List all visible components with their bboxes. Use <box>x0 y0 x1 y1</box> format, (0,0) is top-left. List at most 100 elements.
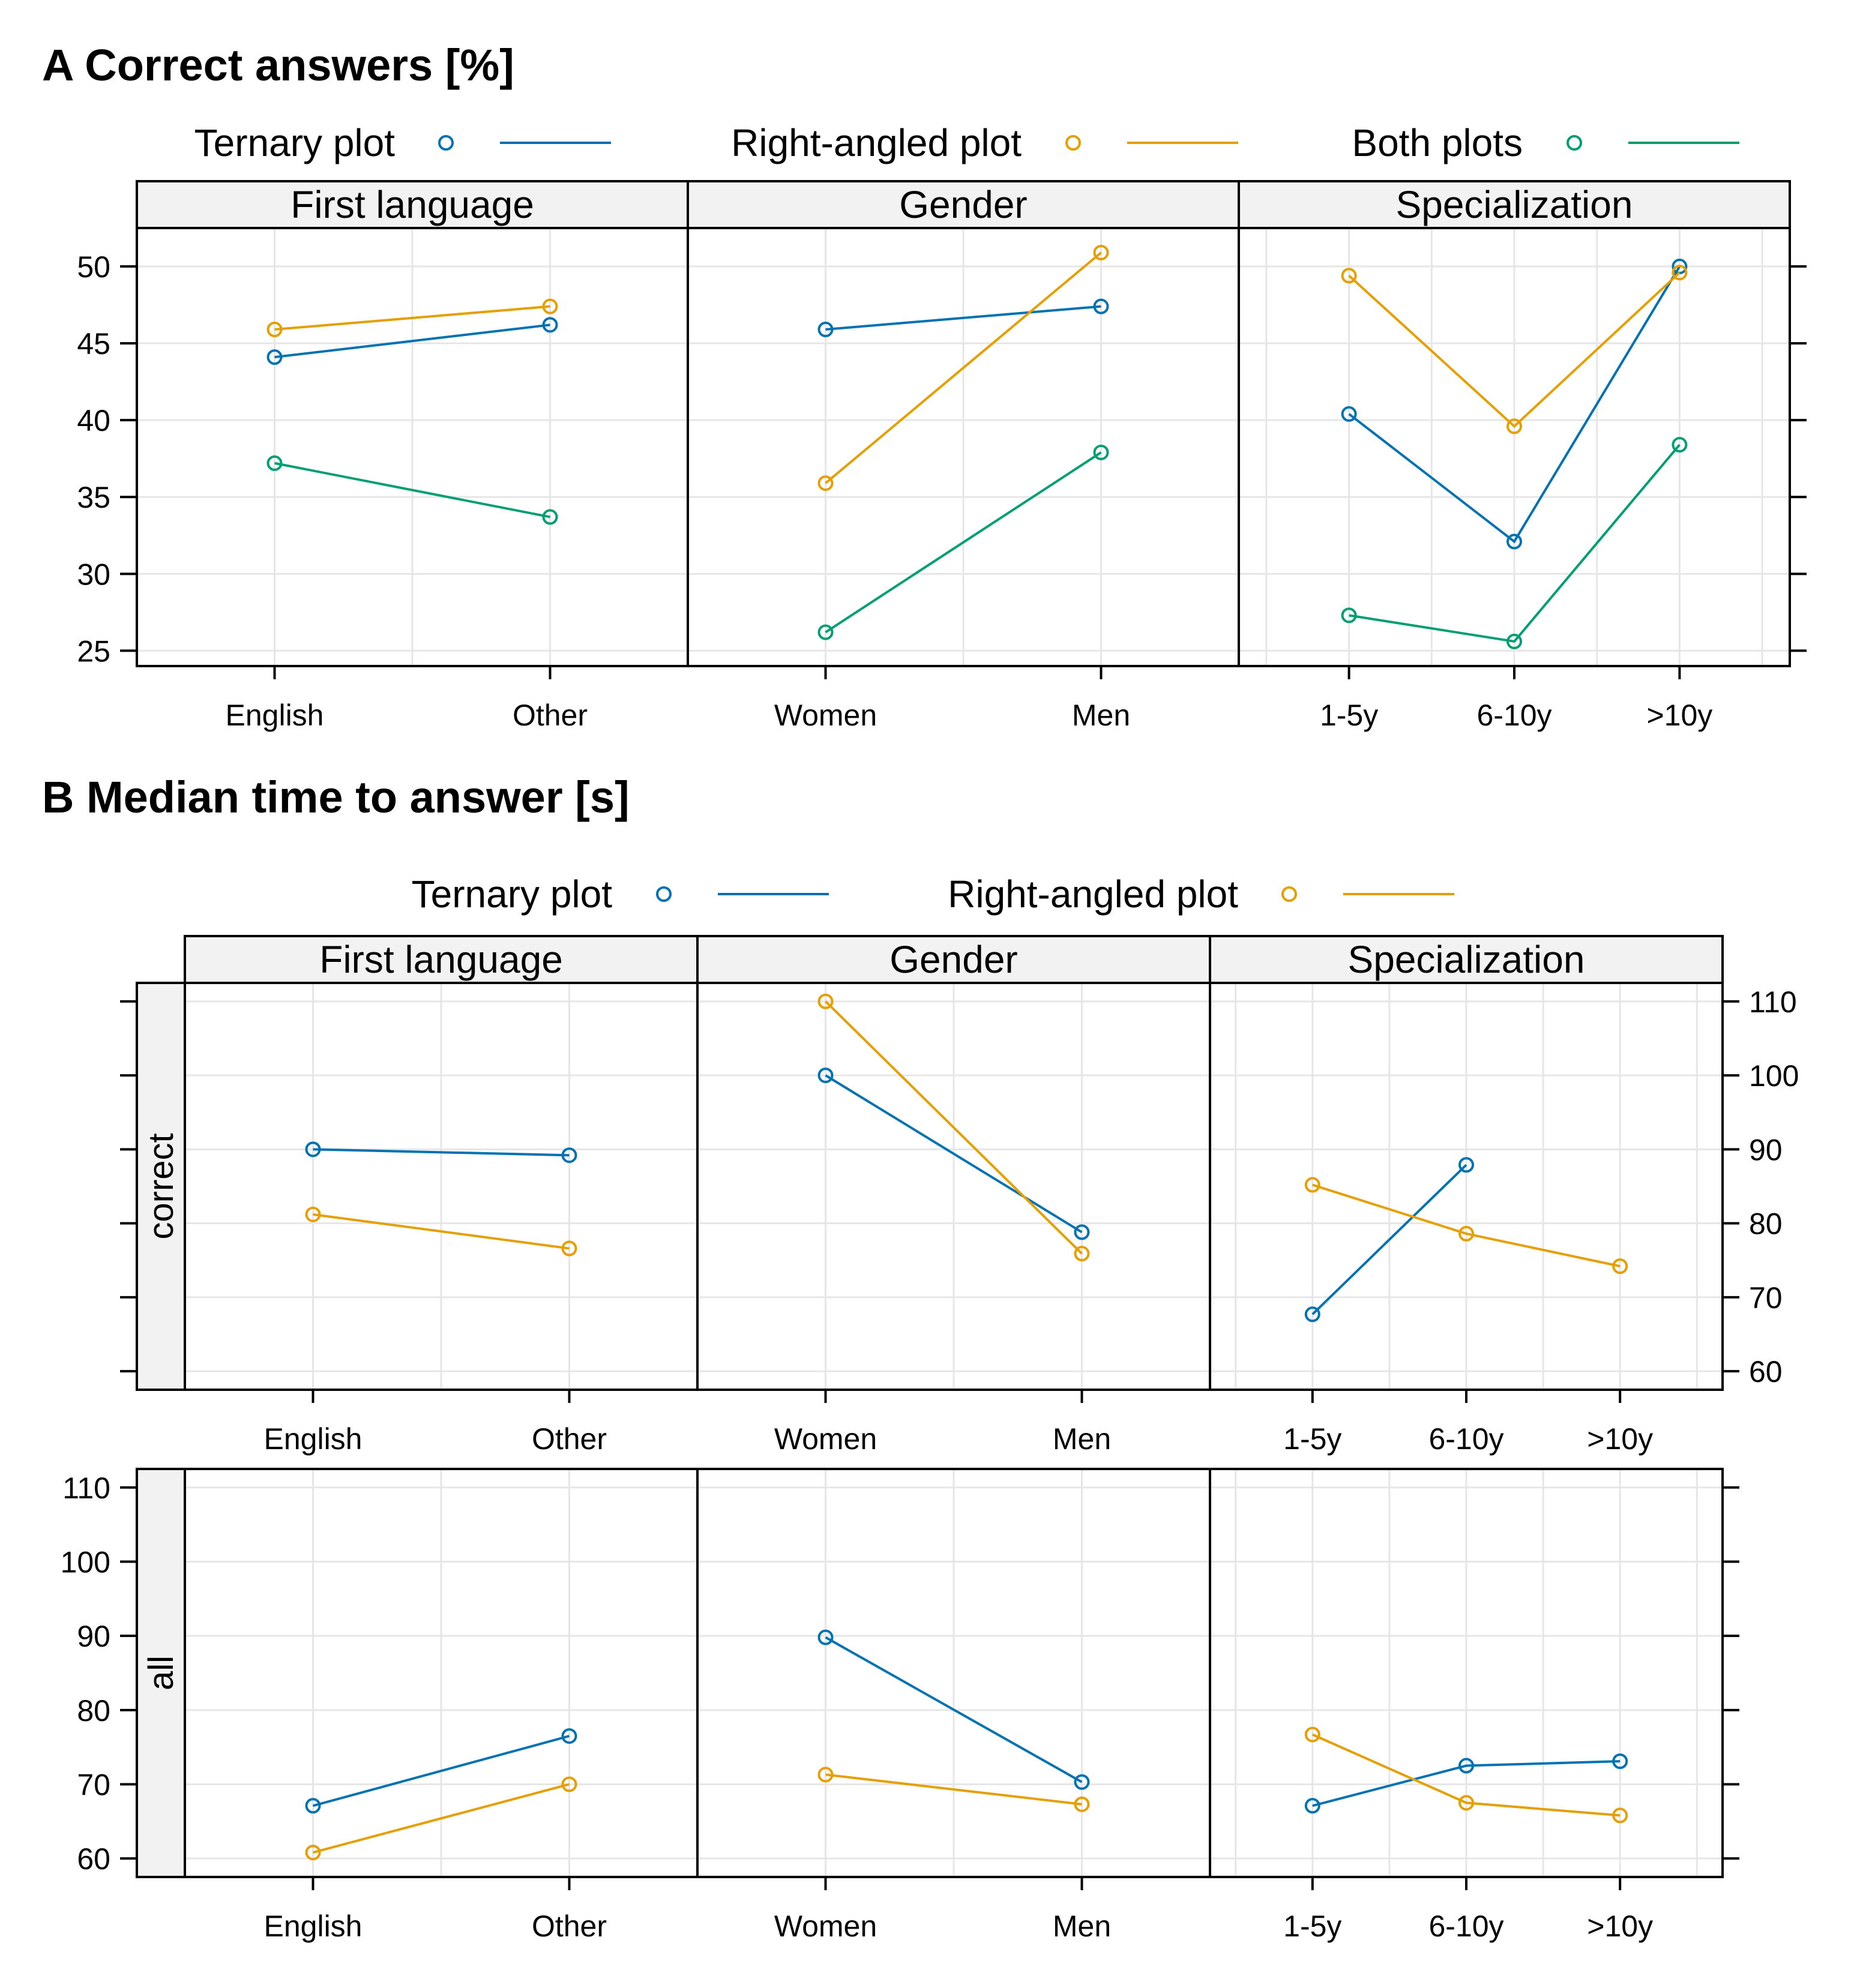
data-point-ternary-plot-specialization <box>1458 1758 1474 1774</box>
y-tick-label: 40 <box>77 404 110 437</box>
data-point-right-angled-plot-specialization <box>1341 268 1357 284</box>
series-line-right-angled-plot-specialization <box>1348 271 1681 428</box>
strip-label-gender: Gender <box>889 938 1017 981</box>
y-tick-label: 110 <box>1749 985 1797 1019</box>
legend-marker-ternary-plot <box>438 135 454 151</box>
series-line-ternary-plot-gender <box>825 1074 1083 1234</box>
x-tick-label-women: Women <box>774 1422 877 1456</box>
x-tick-label-1-5y: 1-5y <box>1320 698 1378 732</box>
data-point-ternary-plot-gender <box>817 1629 834 1645</box>
x-tick-label-6-10y: 6-10y <box>1428 1909 1503 1943</box>
data-point-ternary-plot-gender <box>1074 1774 1090 1790</box>
data-point-ternary-plot-specialization <box>1612 1753 1628 1770</box>
data-point-both-plots-specialization <box>1341 607 1357 623</box>
x-tick-label-other: Other <box>532 1422 607 1456</box>
y-tick-label: 100 <box>1749 1059 1799 1093</box>
chart-b-title: B Median time to answer [s] <box>42 772 630 822</box>
strip-label-gender: Gender <box>899 183 1027 226</box>
x-tick-label-1-5y: 1-5y <box>1283 1422 1341 1456</box>
chart-b-legend: Ternary plot Right-angled plot <box>412 872 1454 916</box>
data-point-right-angled-plot-specialization <box>1612 1807 1628 1824</box>
series-line-ternary-plot-first-language <box>313 1148 570 1157</box>
data-point-right-angled-plot-gender <box>1093 244 1109 260</box>
data-point-right-angled-plot-first-language <box>266 322 283 338</box>
series-line-right-angled-plot-gender <box>825 251 1102 484</box>
x-tick-label-men: Men <box>1053 1909 1111 1943</box>
data-point-ternary-plot-gender <box>1093 298 1109 314</box>
x-tick-label-10y: >10y <box>1587 1422 1653 1456</box>
x-tick-label-10y: >10y <box>1587 1909 1653 1943</box>
data-point-ternary-plot-specialization <box>1458 1157 1474 1173</box>
series-line-right-angled-plot-specialization <box>1312 1183 1621 1268</box>
strip-specialization <box>1238 180 1791 229</box>
data-point-right-angled-plot-specialization <box>1458 1225 1474 1242</box>
data-point-right-angled-plot-first-language <box>542 298 558 314</box>
legend-label-right-angled-plot: Right-angled plot <box>948 872 1238 916</box>
data-point-both-plots-gender <box>1093 444 1109 460</box>
strip-label-specialization: Specialization <box>1396 183 1633 226</box>
chart-b-plot: English Other First language Women Men Gender… <box>61 935 1799 1943</box>
series-line-right-angled-plot-gender <box>825 1000 1083 1255</box>
chart-a-plot: English Other First language Women Men Gender… <box>77 180 1807 732</box>
x-tick-label-english: English <box>226 698 324 732</box>
y-tick-label: 50 <box>77 250 110 284</box>
series-line-right-angled-plot-gender <box>825 1773 1082 1806</box>
y-tick-label: 90 <box>77 1620 110 1653</box>
x-tick-label-english: English <box>264 1422 363 1456</box>
data-point-right-angled-plot-specialization <box>1304 1726 1320 1743</box>
data-point-ternary-plot-first-language <box>266 349 283 365</box>
x-tick-label-1-5y: 1-5y <box>1283 1909 1341 1943</box>
strip-label-first-language: First language <box>319 938 563 981</box>
x-tick-label-women: Women <box>774 698 877 732</box>
legend-label-right-angled-plot: Right-angled plot <box>731 121 1022 164</box>
x-tick-label-men: Men <box>1072 698 1130 732</box>
legend-marker-right-angled-plot <box>1065 135 1081 151</box>
data-point-ternary-plot-first-language <box>561 1147 577 1164</box>
series-line-both-plots-gender <box>825 451 1102 634</box>
strip-first-language <box>136 180 689 229</box>
data-point-right-angled-plot-specialization <box>1672 265 1688 281</box>
row-strip-all <box>136 1468 186 1878</box>
data-point-ternary-plot-specialization <box>1304 1798 1320 1814</box>
y-tick-label: 30 <box>77 557 110 591</box>
series-line-right-angled-plot-first-language <box>313 1213 570 1250</box>
series-line-ternary-plot-gender <box>825 1636 1083 1783</box>
data-point-ternary-plot-gender <box>817 322 834 338</box>
data-point-both-plots-first-language <box>266 455 283 471</box>
data-point-right-angled-plot-first-language <box>305 1206 321 1222</box>
x-tick-label-women: Women <box>774 1909 877 1943</box>
data-point-right-angled-plot-first-language <box>561 1776 577 1792</box>
data-point-both-plots-specialization <box>1672 437 1688 453</box>
y-tick-label: 45 <box>77 327 110 361</box>
row-strip-label-correct: correct <box>142 1133 181 1239</box>
y-tick-label: 80 <box>77 1694 110 1728</box>
series-line-ternary-plot-first-language <box>312 1735 570 1807</box>
data-point-right-angled-plot-gender <box>817 475 834 491</box>
x-tick-label-other: Other <box>532 1909 607 1943</box>
x-tick-label-english: English <box>264 1909 363 1943</box>
data-point-ternary-plot-specialization <box>1506 533 1522 550</box>
y-tick-label: 80 <box>1749 1207 1783 1241</box>
series-line-ternary-plot-gender <box>825 305 1101 331</box>
data-point-ternary-plot-gender <box>817 1068 834 1084</box>
legend-marker-ternary-plot <box>656 886 672 902</box>
x-tick-label-10y: >10y <box>1646 698 1712 732</box>
legend-marker-right-angled-plot <box>1281 886 1297 902</box>
y-tick-label: 100 <box>61 1546 110 1579</box>
data-point-right-angled-plot-specialization <box>1612 1258 1628 1275</box>
strip-label-specialization: Specialization <box>1348 938 1585 981</box>
strip-gender <box>696 935 1211 984</box>
chart-a-legend: Ternary plot Right-angled plot Both plots <box>194 121 1739 164</box>
y-tick-label: 70 <box>77 1768 110 1801</box>
data-point-ternary-plot-specialization <box>1304 1306 1320 1323</box>
x-tick-label-6-10y: 6-10y <box>1428 1422 1503 1456</box>
data-point-right-angled-plot-gender <box>817 993 834 1009</box>
row-strip-label-all: all <box>142 1656 181 1690</box>
y-tick-label: 110 <box>62 1471 110 1505</box>
y-tick-label: 90 <box>1749 1133 1783 1167</box>
data-point-ternary-plot-gender <box>1074 1224 1090 1240</box>
y-tick-label: 60 <box>1749 1355 1783 1389</box>
x-tick-label-6-10y: 6-10y <box>1476 698 1552 732</box>
series-line-right-angled-plot-specialization <box>1311 1733 1621 1817</box>
data-point-right-angled-plot-first-language <box>305 1845 321 1861</box>
